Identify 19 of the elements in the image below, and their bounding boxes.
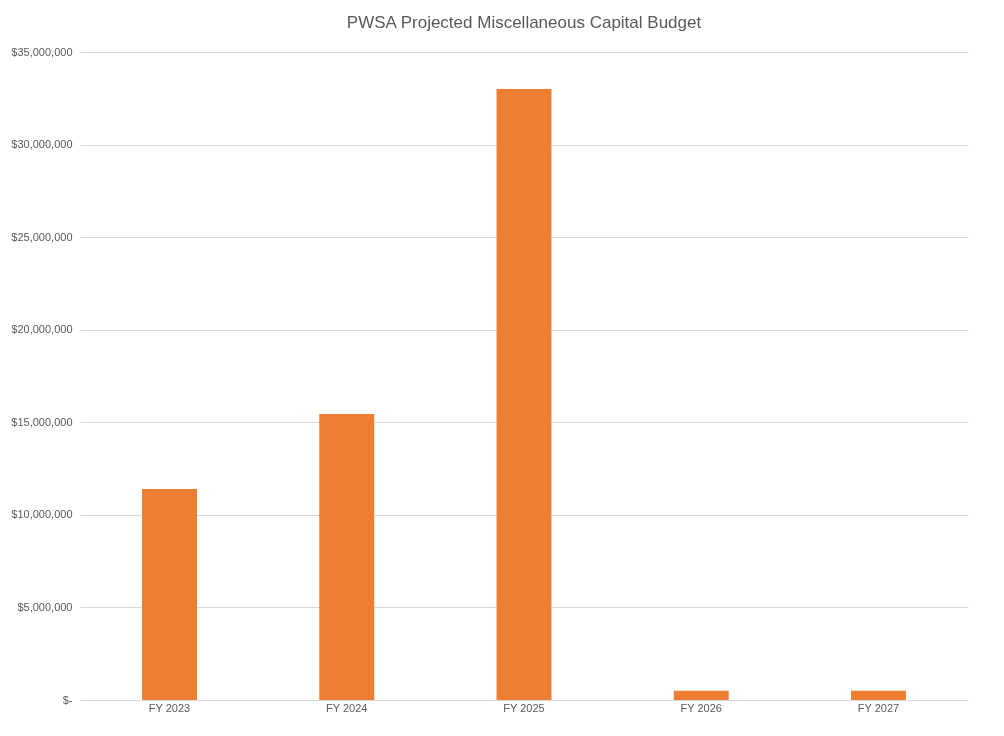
y-tick-label: $20,000,000 [11, 323, 73, 336]
x-tick-label: FY 2027 [857, 701, 900, 714]
x-tick-label: FY 2026 [680, 701, 722, 714]
chart-title: PWSA Projected Miscellaneous Capital Budget [346, 13, 702, 32]
y-tick-label: $35,000,000 [11, 45, 73, 58]
y-tick-label: $30,000,000 [11, 138, 73, 151]
x-tick-label: FY 2024 [326, 701, 368, 714]
bar [496, 89, 552, 700]
x-tick-label: FY 2023 [148, 701, 191, 714]
y-tick-label: $- [62, 693, 73, 706]
bar [673, 690, 729, 700]
bar [319, 413, 375, 700]
bar [851, 690, 906, 700]
y-tick-label: $25,000,000 [11, 230, 73, 243]
bar [142, 488, 197, 700]
y-tick-label: $10,000,000 [11, 508, 73, 521]
x-tick-label: FY 2025 [503, 701, 545, 714]
y-tick-label: $5,000,000 [17, 600, 73, 613]
y-tick-label: $15,000,000 [11, 415, 73, 428]
